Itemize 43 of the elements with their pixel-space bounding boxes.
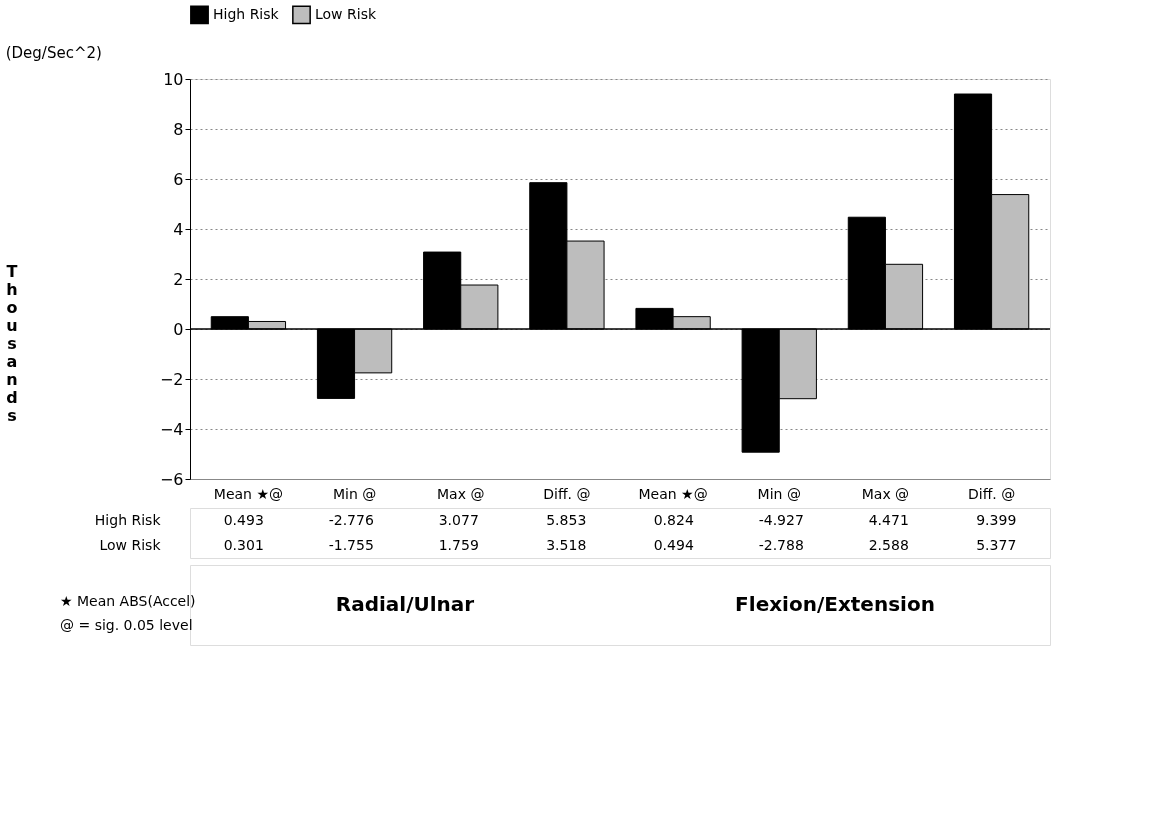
y-tick-label: −2 xyxy=(159,369,184,389)
y-tick-label: 0 xyxy=(173,319,184,339)
x-tick-label: Max @ xyxy=(861,485,910,502)
data-label: -4.927 xyxy=(758,511,804,528)
text: Low Risk xyxy=(99,537,161,553)
data-label: 5.853 xyxy=(546,511,587,528)
legend-label: Low Risk xyxy=(315,5,377,22)
y-tick-label: 2 xyxy=(173,269,184,289)
data-label: 2.588 xyxy=(868,536,909,553)
text: ★ Mean ABS(Accel) xyxy=(60,593,196,610)
text: High Risk xyxy=(94,512,161,528)
text: Thousands xyxy=(6,261,18,425)
text: @ = sig. 0.05 level xyxy=(60,617,193,634)
x-tick-label: Diff. @ xyxy=(968,485,1016,502)
data-label: 4.471 xyxy=(868,511,909,528)
text: (Deg/Sec^2) xyxy=(5,44,102,62)
data-label: 0.493 xyxy=(223,511,264,528)
data-label: 0.824 xyxy=(653,511,694,528)
y-tick-label: −6 xyxy=(159,469,184,489)
x-tick-label: Min @ xyxy=(332,485,377,502)
x-tick-label: Min @ xyxy=(757,485,801,502)
x-tick-label: Mean ★@ xyxy=(638,485,708,502)
data-label: 3.077 xyxy=(438,511,479,528)
text: Radial/Ulnar xyxy=(335,592,475,616)
x-tick-label: Max @ xyxy=(437,485,485,502)
y-tick-label: 10 xyxy=(163,69,184,89)
text: Flexion/Extension xyxy=(735,592,935,616)
y-tick-label: 6 xyxy=(173,169,184,189)
y-tick-label: −4 xyxy=(159,419,184,439)
data-label: 1.759 xyxy=(438,536,479,553)
data-label: 0.301 xyxy=(223,536,264,553)
data-label: -2.788 xyxy=(758,536,804,553)
x-tick-label: Mean ★@ xyxy=(213,485,283,502)
data-label: -2.776 xyxy=(328,511,374,528)
x-tick-label: Diff. @ xyxy=(543,485,591,502)
y-tick-label: 4 xyxy=(173,219,184,239)
data-label: 0.494 xyxy=(653,536,694,553)
y-tick-label: 8 xyxy=(173,119,184,139)
data-label: 3.518 xyxy=(546,536,587,553)
data-label: -1.755 xyxy=(328,536,374,553)
data-label: 5.377 xyxy=(976,536,1017,553)
legend-label: High Risk xyxy=(213,5,280,22)
data-label: 9.399 xyxy=(976,511,1017,528)
